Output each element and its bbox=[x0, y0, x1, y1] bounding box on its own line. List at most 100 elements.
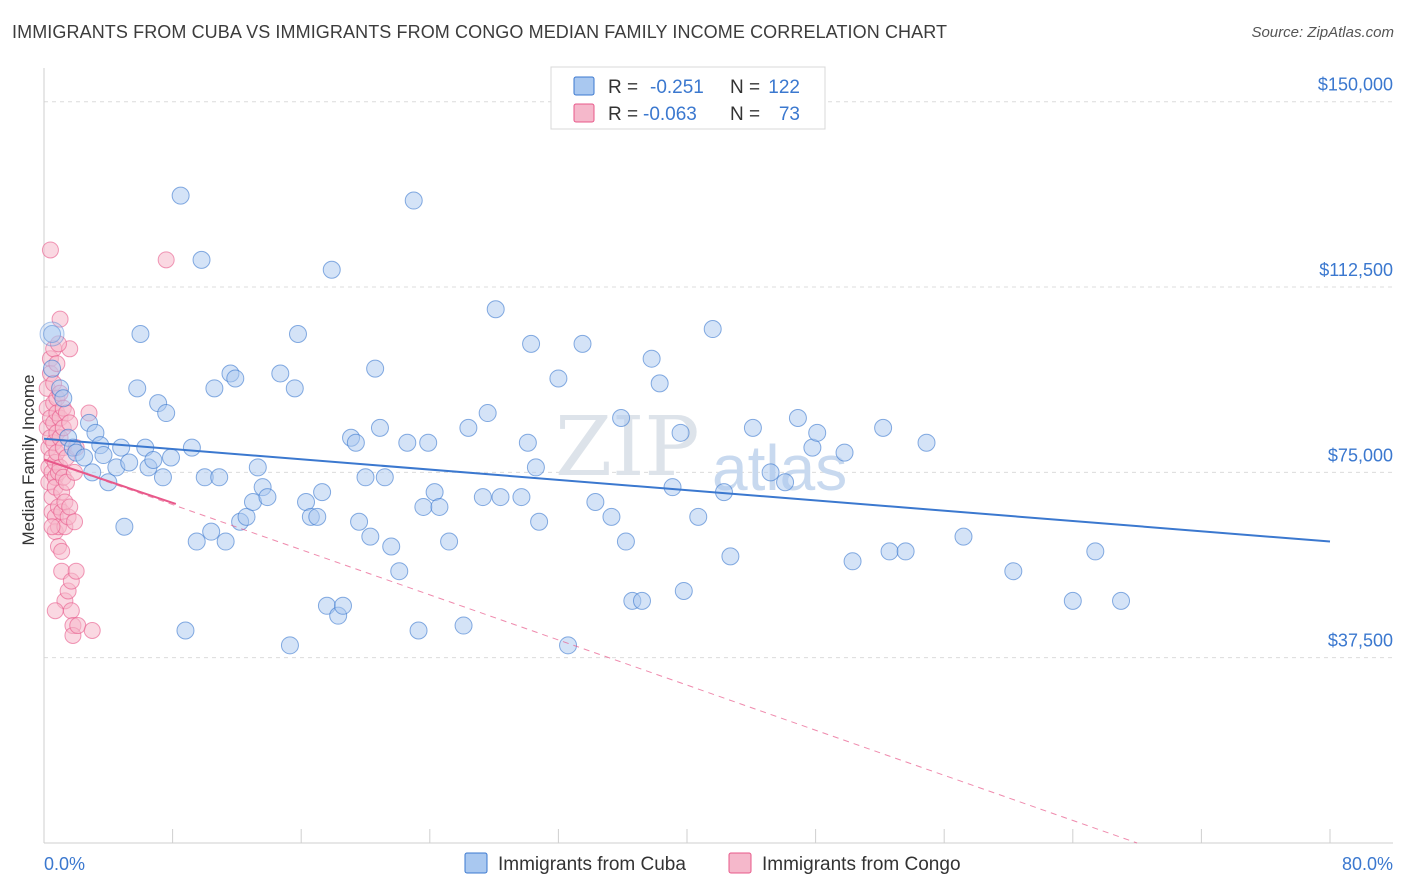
cuba-point bbox=[586, 493, 605, 512]
cuba-point bbox=[258, 488, 277, 507]
cuba-point bbox=[518, 433, 537, 452]
cuba-point bbox=[308, 507, 327, 526]
cuba-point bbox=[333, 596, 352, 615]
cuba-point bbox=[663, 478, 682, 497]
cuba-point bbox=[843, 552, 862, 571]
cuba-point bbox=[486, 300, 505, 319]
cuba-point bbox=[120, 453, 139, 472]
congo-point bbox=[53, 542, 71, 560]
congo-point bbox=[157, 251, 175, 269]
cuba-point bbox=[761, 463, 780, 482]
cuba-point bbox=[454, 616, 473, 635]
congo-trend-extension bbox=[43, 459, 1138, 844]
cuba-point bbox=[632, 591, 651, 610]
congo-trend-line bbox=[43, 458, 177, 505]
cuba-point bbox=[602, 507, 621, 526]
gridlines bbox=[44, 101, 1393, 659]
chart-title: IMMIGRANTS FROM CUBA VS IMMIGRANTS FROM … bbox=[12, 22, 948, 42]
cuba-point bbox=[370, 418, 389, 437]
cuba-point bbox=[288, 324, 307, 343]
y-tick-labels: $37,500 $75,000 $112,500 $150,000 bbox=[1318, 75, 1393, 651]
cuba-point bbox=[419, 433, 438, 452]
cuba-point bbox=[171, 186, 190, 205]
congo-points bbox=[38, 241, 175, 644]
cuba-point bbox=[210, 468, 229, 487]
congo-point bbox=[43, 518, 61, 536]
cuba-point bbox=[157, 404, 176, 423]
legend-n-label-congo: N = bbox=[730, 104, 760, 125]
cuba-point bbox=[409, 621, 428, 640]
cuba-point bbox=[202, 522, 221, 541]
legend-r-value-cuba: -0.251 bbox=[650, 77, 704, 98]
cuba-point bbox=[874, 418, 893, 437]
y-tick-label: $112,500 bbox=[1319, 260, 1393, 280]
cuba-point bbox=[382, 537, 401, 556]
cuba-point bbox=[94, 446, 113, 465]
cuba-point bbox=[491, 488, 510, 507]
cuba-point bbox=[115, 517, 134, 536]
cuba-point bbox=[808, 423, 827, 442]
cuba-point bbox=[612, 408, 631, 427]
cuba-point bbox=[674, 581, 693, 600]
cuba-point bbox=[559, 636, 578, 655]
cuba-point bbox=[366, 359, 385, 378]
cuba-point bbox=[43, 324, 62, 343]
cuba-point bbox=[650, 374, 669, 393]
cuba-point bbox=[616, 532, 635, 551]
cuba-point bbox=[216, 532, 235, 551]
cuba-point bbox=[530, 512, 549, 531]
cuba-point bbox=[642, 349, 661, 368]
cuba-point bbox=[271, 364, 290, 383]
cuba-point bbox=[398, 433, 417, 452]
congo-point bbox=[61, 498, 79, 516]
cuba-trend-line bbox=[43, 437, 1331, 543]
trend-lines bbox=[43, 437, 1331, 844]
cuba-point bbox=[285, 379, 304, 398]
cuba-point bbox=[414, 497, 433, 516]
cuba-point bbox=[954, 527, 973, 546]
congo-point bbox=[83, 621, 101, 639]
cuba-point bbox=[1086, 542, 1105, 561]
x-tick-label: 0.0% bbox=[44, 854, 85, 874]
cuba-point bbox=[39, 321, 65, 347]
cuba-point bbox=[182, 438, 201, 457]
x-tick-labels: 0.0% 80.0% bbox=[44, 854, 1393, 874]
cuba-point bbox=[131, 324, 150, 343]
cuba-point bbox=[192, 250, 211, 269]
legend: R = -0.251 N = 122 R = -0.063 N = 73 bbox=[550, 66, 826, 130]
cuba-point bbox=[75, 448, 94, 467]
cuba-point bbox=[313, 483, 332, 502]
cuba-point bbox=[896, 542, 915, 561]
legend-n-value-congo: 73 bbox=[779, 104, 800, 125]
cuba-point bbox=[478, 404, 497, 423]
congo-point bbox=[67, 562, 85, 580]
cuba-point bbox=[128, 379, 147, 398]
bottom-legend: Immigrants from Cuba Immigrants from Con… bbox=[464, 852, 961, 875]
cuba-point bbox=[322, 260, 341, 279]
cuba-point bbox=[187, 532, 206, 551]
cuba-point bbox=[176, 621, 195, 640]
legend-r-label-cuba: R = bbox=[608, 77, 638, 98]
bottom-legend-label-cuba: Immigrants from Cuba bbox=[498, 854, 686, 875]
cuba-point bbox=[512, 488, 531, 507]
congo-point bbox=[41, 241, 59, 259]
congo-point bbox=[61, 414, 79, 432]
cuba-point bbox=[522, 334, 541, 353]
cuba-points bbox=[39, 186, 1131, 655]
congo-point bbox=[69, 617, 87, 635]
cuba-point bbox=[917, 433, 936, 452]
cuba-point bbox=[404, 191, 423, 210]
cuba-point bbox=[346, 433, 365, 452]
cuba-point bbox=[237, 507, 256, 526]
legend-r-value-congo: -0.063 bbox=[643, 104, 697, 125]
congo-point bbox=[66, 513, 84, 531]
cuba-point bbox=[430, 497, 449, 516]
y-tick-label: $150,000 bbox=[1318, 75, 1393, 95]
cuba-point bbox=[112, 438, 131, 457]
cuba-point bbox=[671, 423, 690, 442]
cuba-point bbox=[144, 451, 163, 469]
cuba-point bbox=[573, 334, 592, 353]
cuba-point bbox=[743, 418, 762, 437]
cuba-point bbox=[43, 359, 62, 378]
